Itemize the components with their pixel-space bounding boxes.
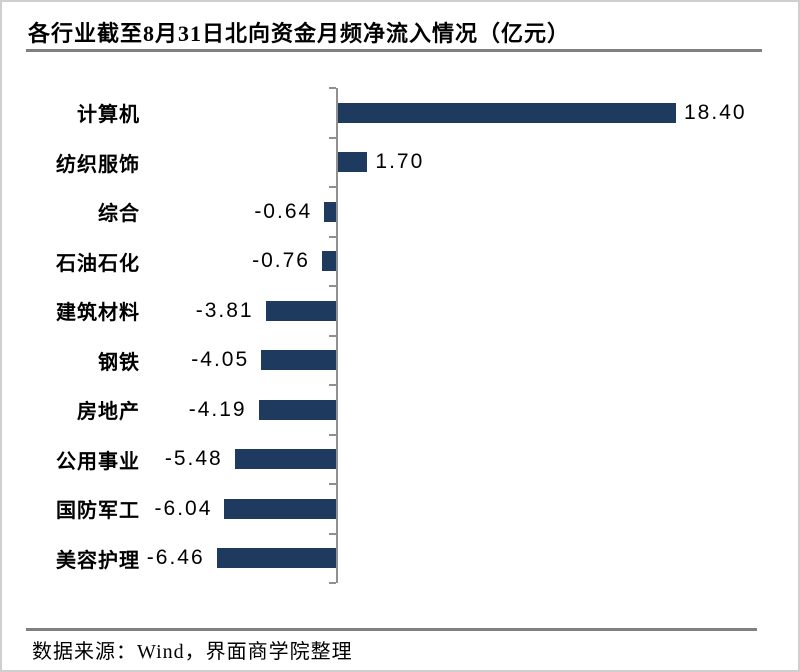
category-label: 建筑材料 — [56, 302, 140, 325]
value-label: -6.46 — [146, 546, 205, 570]
bar — [324, 201, 336, 222]
value-label: -0.64 — [254, 199, 313, 223]
axis-tick — [329, 235, 336, 238]
axis-tick — [329, 384, 336, 386]
axis-tick — [329, 186, 336, 188]
category-label: 国防军工 — [56, 500, 140, 523]
bar — [265, 300, 336, 321]
bar — [216, 548, 336, 569]
value-label: -5.48 — [164, 447, 223, 471]
value-axis — [336, 88, 338, 583]
value-label: -4.05 — [191, 348, 250, 372]
bar — [321, 251, 336, 272]
bar — [258, 399, 336, 420]
value-label: -3.81 — [195, 298, 254, 322]
axis-tick — [329, 433, 336, 436]
axis-tick — [329, 87, 336, 89]
category-label: 钢铁 — [98, 351, 140, 374]
value-label: 18.40 — [684, 100, 747, 124]
bar — [234, 449, 336, 470]
source-note: 数据来源：Wind，界面商学院整理 — [32, 641, 353, 663]
axis-tick — [329, 334, 336, 337]
axis-tick — [329, 285, 336, 287]
bar — [224, 498, 336, 519]
bar — [336, 152, 368, 173]
axis-tick — [329, 582, 336, 584]
axis-tick — [329, 483, 336, 485]
bar — [261, 350, 336, 371]
axis-tick — [329, 136, 336, 139]
category-label: 纺织服饰 — [56, 153, 140, 176]
category-label: 房地产 — [77, 401, 140, 424]
axis-tick — [329, 532, 336, 535]
title-divider — [26, 49, 762, 52]
category-label: 综合 — [98, 203, 140, 226]
value-label: -4.19 — [188, 397, 247, 421]
chart-title: 各行业截至8月31日北向资金月频净流入情况（亿元） — [28, 21, 571, 46]
category-label: 石油石化 — [56, 252, 140, 275]
category-label: 计算机 — [77, 104, 140, 127]
category-label: 公用事业 — [56, 450, 140, 473]
category-label: 美容护理 — [56, 549, 140, 572]
value-label: -0.76 — [252, 249, 310, 273]
value-label: 1.70 — [375, 150, 425, 174]
value-label: -6.04 — [154, 496, 213, 520]
bar — [336, 102, 676, 123]
footer-divider — [26, 628, 757, 631]
